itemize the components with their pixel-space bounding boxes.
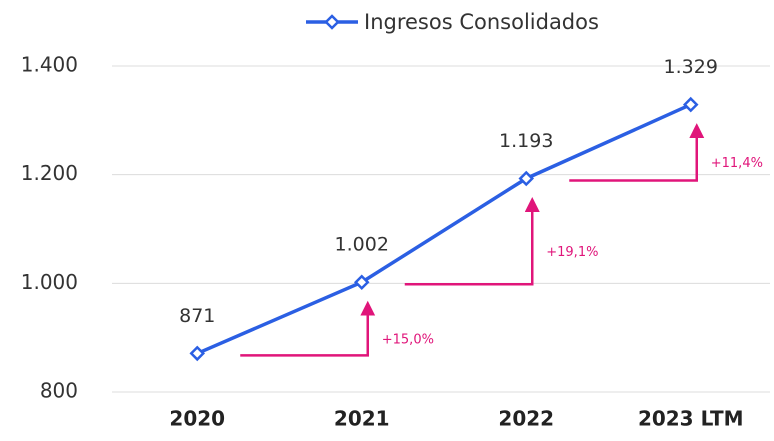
data-label: 1.002 (335, 234, 389, 256)
annotation: +15,0% (382, 332, 434, 347)
x-tick-label: 2023 LTM (638, 407, 744, 431)
annotation-arrow (404, 196, 540, 286)
y-tick-label: 800 (40, 379, 78, 403)
data-label: 1.193 (499, 130, 553, 152)
marker (353, 274, 370, 291)
x-tick-label: 2022 (498, 407, 554, 431)
x-tick-label: 2020 (169, 407, 225, 431)
x-tick-label: 2021 (334, 407, 390, 431)
marker (189, 345, 206, 362)
legend-marker (324, 14, 340, 30)
annotation: +19,1% (546, 245, 598, 260)
marker (518, 170, 535, 187)
data-label: 871 (179, 305, 215, 327)
legend-label: Ingresos Consolidados (364, 10, 599, 34)
line (196, 102, 692, 356)
marker (682, 96, 699, 113)
annotation-arrow (240, 300, 376, 357)
data-label: 1.329 (664, 56, 718, 78)
annotation: +11,4% (711, 156, 763, 171)
y-tick-label: 1.400 (21, 53, 78, 77)
annotation-arrow (569, 123, 705, 182)
y-tick-label: 1.000 (21, 270, 78, 294)
y-tick-label: 1.200 (21, 161, 78, 185)
